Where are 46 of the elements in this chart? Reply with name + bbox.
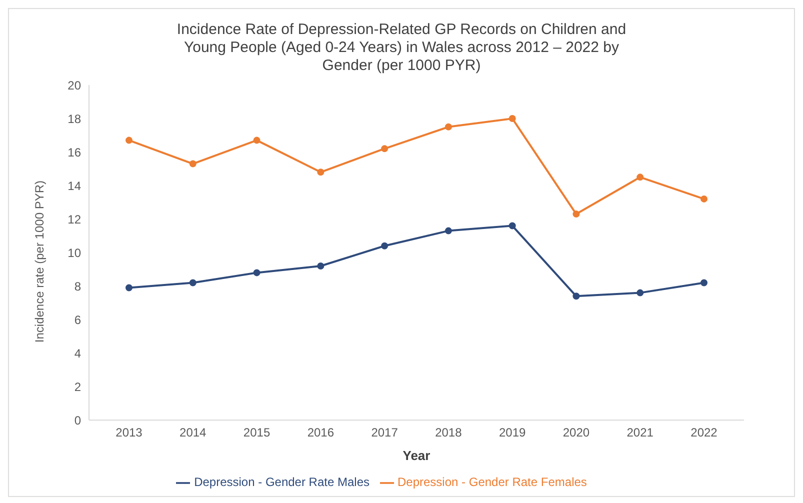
point bbox=[444, 227, 452, 234]
point bbox=[253, 136, 260, 144]
point bbox=[317, 168, 324, 176]
point bbox=[572, 292, 580, 300]
x-tick-label: 2021 bbox=[626, 426, 654, 440]
point bbox=[317, 262, 324, 270]
y-tick-label: 12 bbox=[68, 212, 82, 226]
x-tick-label: 2015 bbox=[243, 426, 270, 440]
y-axis-title: Incidence rate (per 1000 PYR) bbox=[32, 180, 46, 343]
y-tick-label: 6 bbox=[74, 312, 82, 327]
y-tick-label: 0 bbox=[74, 413, 82, 428]
point bbox=[444, 123, 452, 130]
point bbox=[381, 145, 388, 152]
x-tick-label: 2017 bbox=[371, 426, 398, 440]
x-tick-label: 2018 bbox=[435, 426, 462, 440]
point bbox=[189, 160, 196, 168]
point bbox=[126, 284, 132, 292]
x-tick-label: 2019 bbox=[498, 426, 526, 440]
x-tick-label: 2014 bbox=[180, 426, 207, 440]
point bbox=[253, 269, 260, 276]
y-tick-label: 2 bbox=[74, 380, 82, 394]
point bbox=[636, 174, 644, 181]
point bbox=[700, 195, 708, 202]
y-tick-label: 14 bbox=[68, 178, 82, 193]
y-tick-label: 20 bbox=[68, 78, 82, 92]
x-tick-label: 2022 bbox=[690, 426, 718, 440]
x-tick-label: 2016 bbox=[307, 426, 334, 440]
point bbox=[572, 210, 580, 218]
chart-title: Incidence Rate of Depression-Related GP Records on Children and Young People (Aged 0-24 Years) in Wales across 2012 – 2022 by Gender (per 1000 PYR) bbox=[176, 20, 628, 75]
y-tick-label: 18 bbox=[68, 112, 82, 126]
x-tick-label: 2020 bbox=[562, 426, 590, 440]
point bbox=[700, 279, 708, 286]
point bbox=[189, 279, 196, 286]
point bbox=[508, 115, 516, 122]
legend-label: Depression - Gender Rate Males bbox=[194, 475, 370, 490]
y-tick-label: 4 bbox=[74, 346, 82, 360]
point bbox=[126, 136, 132, 144]
x-axis-title: Year bbox=[402, 448, 430, 464]
point bbox=[381, 242, 388, 250]
point bbox=[636, 289, 644, 296]
legend-label: Depression - Gender Rate Females bbox=[398, 475, 587, 490]
y-tick-label: 16 bbox=[68, 145, 82, 160]
y-tick-label: 10 bbox=[68, 246, 82, 260]
y-tick-label: 8 bbox=[74, 279, 82, 294]
x-tick-label: 2013 bbox=[116, 426, 143, 440]
point bbox=[508, 222, 516, 230]
